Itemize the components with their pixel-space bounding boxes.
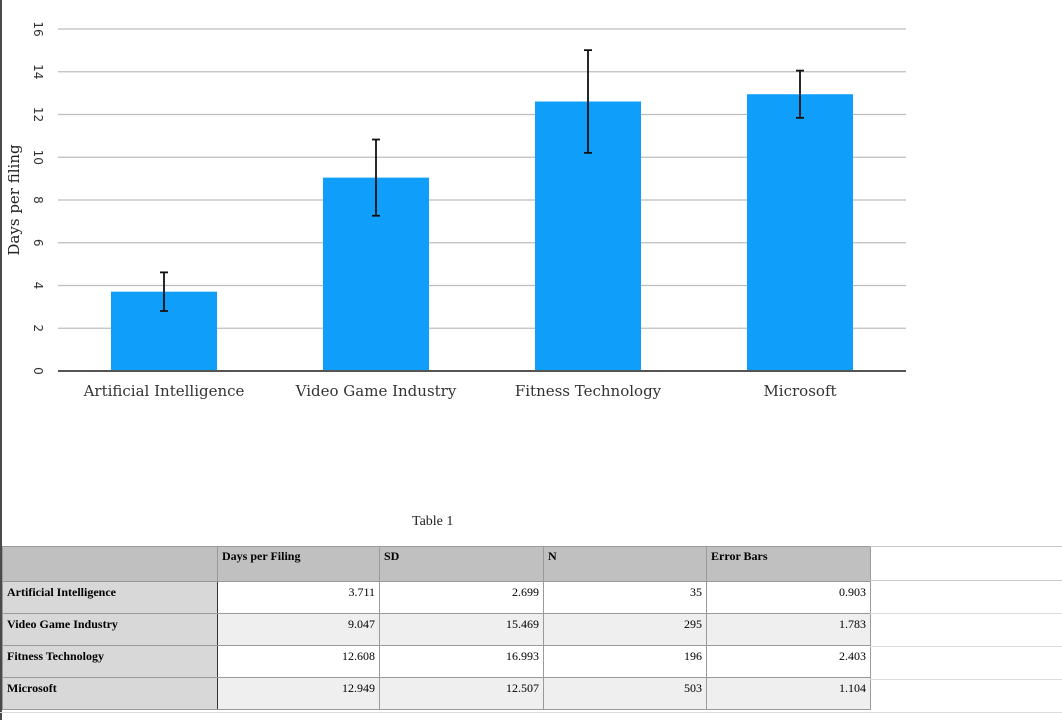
- table-cell: 503: [543, 677, 707, 710]
- left-border-line: [0, 0, 2, 720]
- row-label: Artificial Intelligence: [2, 581, 218, 614]
- table-row: Artificial Intelligence 3.711 2.699 35 0…: [2, 581, 871, 614]
- table-cell: 3.711: [217, 581, 380, 614]
- table-cell: 12.608: [217, 645, 380, 678]
- error-bars: [160, 49, 804, 312]
- table-cell: 1.783: [706, 613, 871, 646]
- table-extension-line: [870, 613, 1062, 614]
- table-extension-line: [870, 580, 1062, 581]
- row-label: Microsoft: [2, 677, 218, 710]
- table-row: Microsoft 12.949 12.507 503 1.104: [2, 677, 871, 710]
- y-tick-label: 12: [31, 107, 45, 122]
- table-cell: 196: [543, 645, 707, 678]
- y-tick-label: 16: [31, 21, 45, 36]
- y-tick-label: 6: [31, 239, 45, 247]
- y-tick-label: 10: [31, 150, 45, 165]
- bar-chart: 0 2 4 6 8 10 12 14 16 Artificial Intelligence Vid…: [5, 21, 906, 400]
- y-tick-label: 0: [31, 367, 45, 375]
- table-row: Fitness Technology 12.608 16.993 196 2.4…: [2, 645, 871, 678]
- column-header: SD: [379, 546, 544, 582]
- bar: [747, 94, 853, 372]
- column-header: N: [543, 546, 707, 582]
- table-extension-line: [870, 679, 1062, 680]
- x-tick-label: Video Game Industry: [295, 382, 457, 400]
- column-header: Error Bars: [706, 546, 871, 582]
- x-tick-label: Fitness Technology: [515, 382, 662, 400]
- y-axis-ticks: 0 2 4 6 8 10 12 14 16: [31, 21, 45, 374]
- y-tick-label: 14: [31, 64, 45, 79]
- y-axis-label: Days per filing: [5, 144, 23, 256]
- table-extension-line: [870, 646, 1062, 647]
- row-label: Video Game Industry: [2, 613, 218, 646]
- data-table: Days per Filing SD N Error Bars Artifici…: [2, 546, 871, 710]
- row-label: Fitness Technology: [2, 645, 218, 678]
- table-cell: 12.507: [379, 677, 544, 710]
- x-tick-label: Microsoft: [763, 382, 836, 400]
- table-extension-line: [870, 546, 1062, 547]
- table-caption: Table 1: [412, 514, 454, 529]
- y-tick-label: 8: [31, 196, 45, 204]
- table-row: Video Game Industry 9.047 15.469 295 1.7…: [2, 613, 871, 646]
- table-cell: 1.104: [706, 677, 871, 710]
- table-header-row: Days per Filing SD N Error Bars: [2, 546, 871, 582]
- table-cell: 15.469: [379, 613, 544, 646]
- table-cell: 0.903: [706, 581, 871, 614]
- table-cell: 12.949: [217, 677, 380, 710]
- bars: [111, 94, 853, 372]
- column-header: Days per Filing: [217, 546, 380, 582]
- table-cell: 295: [543, 613, 707, 646]
- table-cell: 35: [543, 581, 707, 614]
- table-cell: 9.047: [217, 613, 380, 646]
- x-tick-label: Artificial Intelligence: [83, 382, 245, 400]
- table-corner-cell: [2, 546, 218, 582]
- x-axis-ticks: Artificial Intelligence Video Game Indust…: [83, 382, 837, 400]
- table-cell: 2.403: [706, 645, 871, 678]
- table-cell: 16.993: [379, 645, 544, 678]
- y-tick-label: 4: [31, 282, 45, 290]
- table-cell: 2.699: [379, 581, 544, 614]
- y-tick-label: 2: [31, 324, 45, 332]
- table-extension-line: [0, 712, 1062, 713]
